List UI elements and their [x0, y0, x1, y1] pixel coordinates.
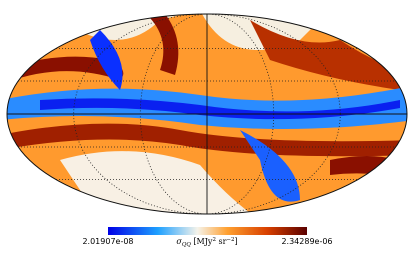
map-region: [7, 123, 407, 157]
colorbar-max-label: 2.34289e-06: [281, 237, 332, 246]
map-region: [90, 30, 123, 90]
map-outline: [6, 13, 408, 215]
graticule: [6, 13, 408, 215]
colorbar: [108, 227, 307, 235]
map-region: [150, 14, 179, 75]
colorbar-min-label: 2.01907e-08: [82, 237, 133, 246]
map-region: [250, 20, 400, 90]
sky-map: [7, 14, 407, 214]
colorbar-label: σQQ [MJy2 sr−2]: [176, 237, 237, 248]
map-region: [240, 130, 300, 202]
